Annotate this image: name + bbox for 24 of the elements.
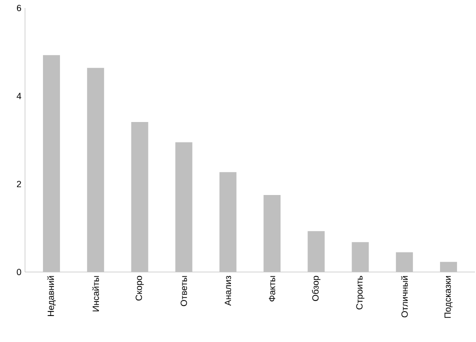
bar bbox=[219, 172, 236, 272]
x-tick-label: Обзор bbox=[312, 276, 320, 301]
bar bbox=[42, 55, 60, 272]
bar bbox=[131, 122, 148, 272]
bar bbox=[264, 195, 281, 272]
bar bbox=[352, 242, 369, 272]
x-tick-label: Скоро bbox=[136, 276, 144, 301]
x-tick-label: Строить bbox=[356, 276, 364, 310]
x-tick-label: Недавний bbox=[47, 276, 56, 316]
bar bbox=[440, 262, 458, 272]
x-tick-label: Факты bbox=[268, 276, 276, 302]
x-tick-label: Ответы bbox=[180, 276, 188, 306]
bar bbox=[308, 231, 325, 272]
x-tick-label: Подсказки bbox=[444, 276, 452, 318]
x-tick-label: Анализ bbox=[224, 276, 232, 306]
y-tick-label: 2 bbox=[16, 180, 22, 188]
y-tick-label: 4 bbox=[16, 92, 22, 100]
y-tick-label: 0 bbox=[16, 268, 22, 276]
bar bbox=[396, 252, 413, 272]
y-tick-label: 6 bbox=[16, 4, 22, 12]
x-tick-label: Отличный bbox=[401, 276, 408, 318]
x-tick-label: Инсайты bbox=[92, 276, 99, 312]
bar bbox=[175, 142, 192, 272]
bar bbox=[87, 68, 104, 272]
